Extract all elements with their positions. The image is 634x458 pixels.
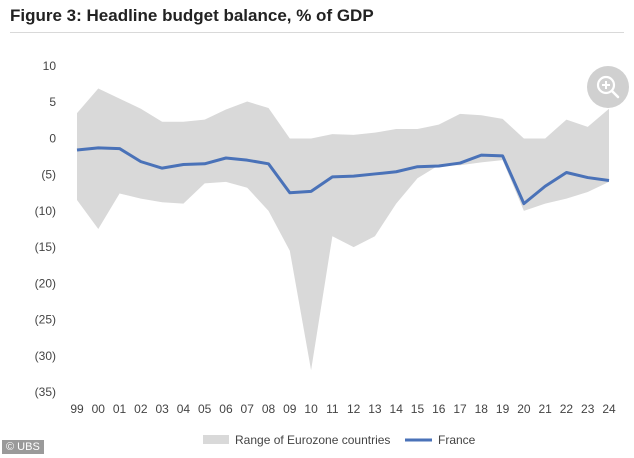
x-tick-label: 16 xyxy=(432,402,446,416)
x-tick-label: 05 xyxy=(198,402,212,416)
x-tick-label: 22 xyxy=(560,402,574,416)
x-tick-label: 07 xyxy=(241,402,255,416)
image-credit: © UBS xyxy=(2,440,44,454)
france-series-line xyxy=(76,146,610,206)
x-tick-label: 23 xyxy=(581,402,595,416)
x-tick-label: 00 xyxy=(92,402,106,416)
y-tick-label: 10 xyxy=(43,59,57,73)
y-tick-label: (5) xyxy=(41,168,56,182)
x-tick-label: 21 xyxy=(538,402,552,416)
x-tick-label: 19 xyxy=(496,402,510,416)
x-tick-label: 09 xyxy=(283,402,297,416)
x-tick-label: 08 xyxy=(262,402,276,416)
x-tick-label: 24 xyxy=(602,402,616,416)
x-tick-label: 20 xyxy=(517,402,531,416)
x-tick-label: 01 xyxy=(113,402,127,416)
y-tick-label: (35) xyxy=(35,385,56,399)
y-tick-label: 5 xyxy=(49,95,56,109)
y-tick-label: (30) xyxy=(35,349,56,363)
x-tick-label: 03 xyxy=(155,402,169,416)
x-tick-label: 14 xyxy=(390,402,404,416)
x-tick-label: 15 xyxy=(411,402,425,416)
zoom-in-icon xyxy=(596,75,620,99)
legend-france-label: France xyxy=(438,433,476,447)
chart-title: Figure 3: Headline budget balance, % of … xyxy=(10,6,374,25)
x-tick-label: 11 xyxy=(326,402,339,416)
x-tick-label: 04 xyxy=(177,402,191,416)
legend-range-swatch xyxy=(203,435,229,444)
legend-range-label: Range of Eurozone countries xyxy=(235,433,390,447)
y-tick-label: (15) xyxy=(35,240,56,254)
x-tick-label: 02 xyxy=(134,402,148,416)
y-tick-label: (20) xyxy=(35,276,56,290)
x-tick-label: 99 xyxy=(70,402,84,416)
y-tick-label: 0 xyxy=(49,131,56,145)
y-tick-label: (25) xyxy=(35,313,56,327)
x-tick-label: 13 xyxy=(368,402,382,416)
y-tick-label: (10) xyxy=(35,204,56,218)
range-band-series xyxy=(77,88,609,371)
x-tick-label: 18 xyxy=(475,402,489,416)
zoom-button[interactable] xyxy=(587,66,629,108)
x-tick-label: 10 xyxy=(304,402,318,416)
title-divider xyxy=(10,32,624,33)
x-tick-label: 06 xyxy=(219,402,233,416)
x-tick-label: 12 xyxy=(347,402,361,416)
x-tick-label: 17 xyxy=(453,402,467,416)
